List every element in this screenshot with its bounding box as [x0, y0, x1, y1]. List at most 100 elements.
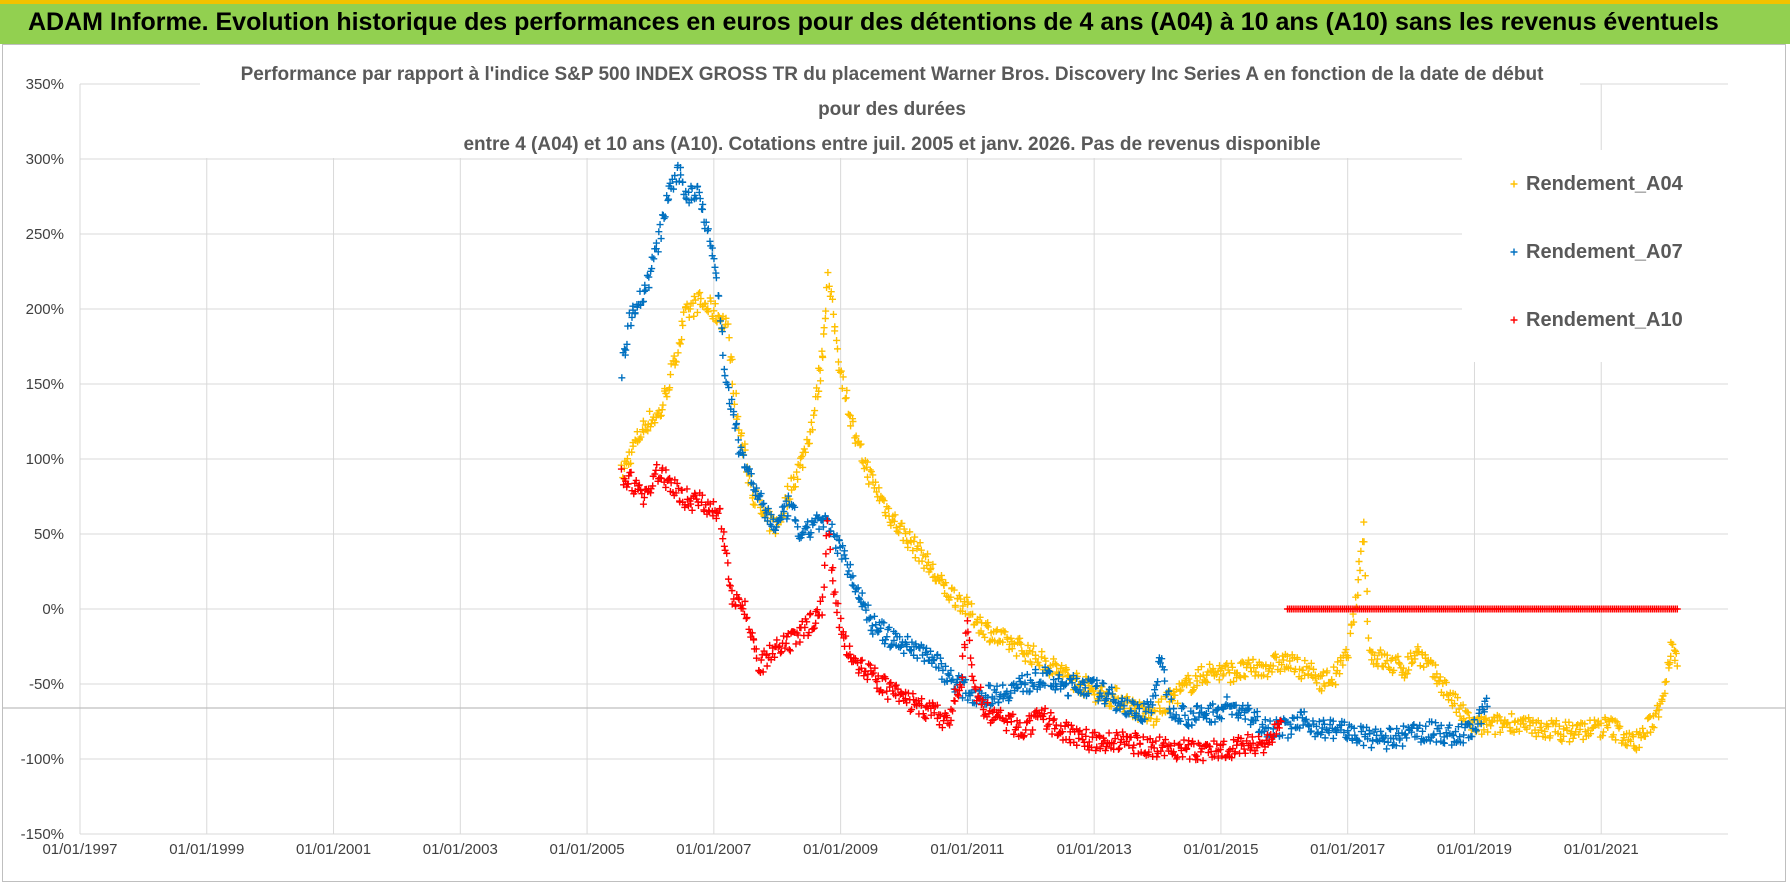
data-point: [916, 539, 924, 547]
data-point: [1287, 664, 1295, 672]
data-point: [800, 445, 808, 453]
chart-title-line-2: pour des durées: [818, 99, 966, 120]
data-point: [1197, 748, 1205, 756]
data-point: [1552, 720, 1560, 728]
data-point: [922, 714, 930, 722]
data-point: [1355, 737, 1363, 745]
data-point: [1101, 700, 1109, 708]
data-point: [794, 523, 802, 531]
data-point: [1031, 708, 1039, 716]
x-tick-label: 01/01/2003: [423, 841, 498, 858]
data-point: [954, 692, 962, 700]
data-point: [984, 699, 992, 707]
data-point: [712, 274, 720, 282]
data-point: [979, 696, 987, 704]
x-tick-label: 01/01/2001: [296, 841, 371, 858]
y-tick-label: 0%: [42, 601, 64, 618]
data-point: [1130, 699, 1138, 707]
data-point: [1450, 731, 1458, 739]
data-point: [652, 239, 660, 247]
data-point: [923, 562, 931, 570]
data-point: [901, 695, 909, 703]
data-point: [834, 358, 842, 366]
data-point: [1440, 733, 1448, 741]
data-point: [682, 194, 690, 202]
series-Rendement_A10: [617, 461, 1285, 765]
data-point: [920, 713, 928, 721]
x-tick-label: 01/01/2021: [1564, 841, 1639, 858]
data-point: [1648, 723, 1656, 731]
data-point: [1095, 731, 1103, 739]
data-point: [696, 289, 704, 297]
data-point: [1392, 742, 1400, 750]
data-point: [897, 642, 905, 650]
data-point: [1407, 649, 1415, 657]
data-point: [638, 490, 646, 498]
data-point: [1357, 547, 1365, 555]
data-point: [818, 611, 826, 619]
data-point: [1107, 702, 1115, 710]
data-point: [1622, 741, 1630, 749]
data-point: [702, 218, 710, 226]
data-point: [763, 662, 771, 670]
data-point: [623, 340, 631, 348]
data-point: [1167, 695, 1175, 703]
data-point: [959, 694, 967, 702]
data-point: [1672, 649, 1680, 657]
data-point: [999, 695, 1007, 703]
report-banner: ADAM Informe. Evolution historique des p…: [0, 0, 1790, 44]
data-point: [856, 441, 864, 449]
data-point: [1251, 672, 1259, 680]
data-point: [1091, 728, 1099, 736]
data-point: [666, 371, 674, 379]
chart-legend: Rendement_A04 Rendement_A07 Rendement_A10: [1462, 150, 1732, 362]
data-point: [961, 610, 969, 618]
data-point: [879, 495, 887, 503]
data-point: [618, 374, 626, 382]
data-point: [978, 619, 986, 627]
data-point: [1340, 718, 1348, 726]
data-point: [698, 491, 706, 499]
data-point: [1518, 716, 1526, 724]
data-point: [852, 432, 860, 440]
data-point: [910, 537, 918, 545]
data-point: [623, 455, 631, 463]
data-point: [1315, 718, 1323, 726]
data-point: [767, 511, 775, 519]
data-point: [810, 411, 818, 419]
data-point: [758, 501, 766, 509]
y-tick-label: -50%: [29, 676, 64, 693]
data-point: [635, 482, 643, 490]
data-point: [1084, 690, 1092, 698]
data-point: [801, 448, 809, 456]
data-point: [1264, 673, 1272, 681]
data-point: [1472, 727, 1480, 735]
data-point: [656, 221, 664, 229]
data-point: [663, 192, 671, 200]
data-point: [829, 310, 837, 318]
data-point: [1188, 721, 1196, 729]
data-point: [1170, 748, 1178, 756]
data-point: [1440, 739, 1448, 747]
plot-area: [617, 161, 1681, 765]
data-point: [886, 683, 894, 691]
data-point: [874, 628, 882, 636]
data-point: [1264, 724, 1272, 732]
data-point: [662, 389, 670, 397]
data-point: [629, 442, 637, 450]
data-point: [896, 643, 904, 651]
data-point: [836, 368, 844, 376]
data-point: [1319, 668, 1327, 676]
data-point: [1395, 659, 1403, 667]
data-point: [1228, 754, 1236, 762]
data-point: [881, 640, 889, 648]
data-point: [780, 502, 788, 510]
data-point: [1084, 742, 1092, 750]
data-point: [1573, 721, 1581, 729]
data-point: [953, 691, 961, 699]
data-point: [1145, 748, 1153, 756]
data-point: [639, 500, 647, 508]
data-point: [1181, 711, 1189, 719]
data-point: [1008, 645, 1016, 653]
data-point: [1051, 725, 1059, 733]
